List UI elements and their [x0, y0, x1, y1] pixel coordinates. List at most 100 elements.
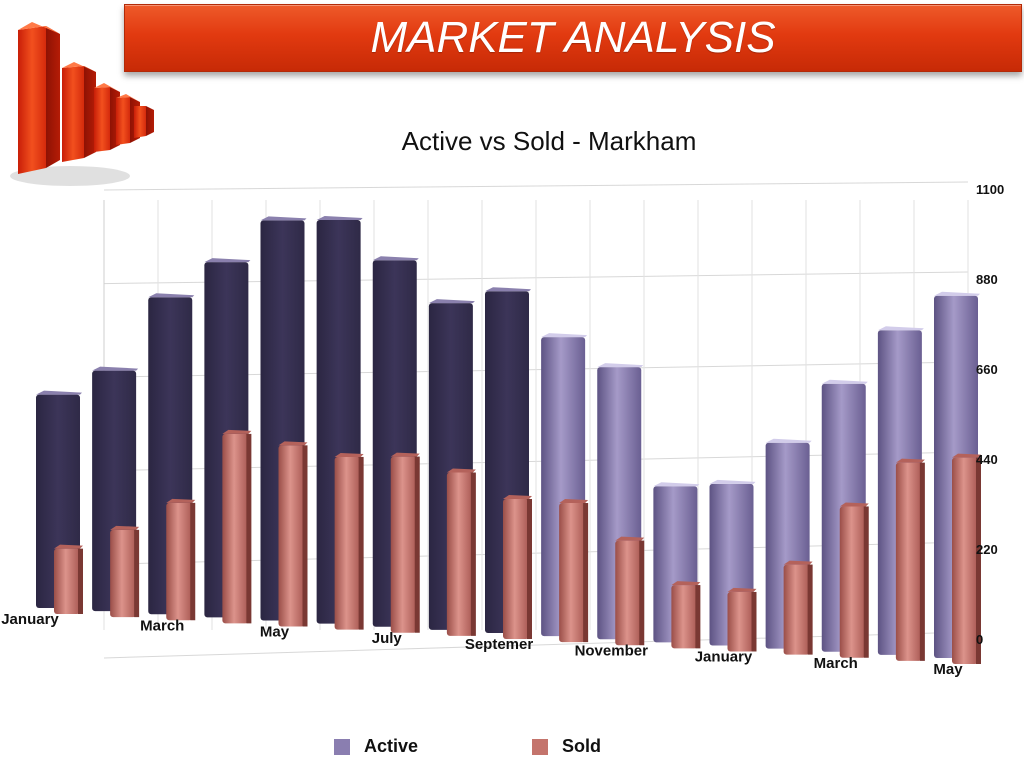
bar-sold-0 — [54, 544, 83, 614]
bar-active-top-14 — [821, 379, 868, 384]
bar-sold-side-4 — [302, 445, 308, 627]
bar-sold-side-6 — [414, 456, 420, 633]
bar-sold-10 — [615, 536, 645, 646]
x-tick-label-4: Septemer — [465, 636, 534, 653]
x-tick-label-2: May — [260, 624, 290, 641]
bar-sold-side-16 — [976, 457, 981, 664]
grid-line-5 — [103, 181, 969, 191]
legend-label-active: Active — [364, 736, 419, 756]
bar-sold-body-3 — [222, 433, 249, 624]
bar-sold-body-5 — [334, 456, 361, 630]
bar-active-top-15 — [877, 326, 924, 331]
bar-active-top-6 — [372, 256, 419, 261]
bar-sold-6 — [390, 452, 420, 633]
legend-item-active: Active — [334, 736, 418, 757]
bar-sold-side-0 — [78, 548, 83, 614]
y-tick-label-2: 440 — [976, 452, 998, 467]
banner-title: MARKET ANALYSIS — [370, 13, 776, 62]
bar-sold-body-7 — [446, 472, 473, 636]
x-tick-label-8: May — [933, 661, 963, 678]
bar-sold-top-16 — [952, 453, 981, 458]
bar-chart-logo-icon — [10, 22, 154, 186]
bar-sold-body-12 — [727, 591, 754, 652]
bar-active-top-2 — [148, 293, 195, 298]
bar-sold-top-7 — [446, 468, 476, 473]
legend-item-sold: Sold — [532, 736, 601, 757]
bar-sold-body-16 — [952, 457, 978, 664]
x-tick-label-7: March — [814, 655, 858, 672]
bar-sold-body-13 — [783, 564, 810, 655]
bar-active-top-3 — [204, 258, 251, 263]
x-tick-label-6: January — [695, 649, 753, 666]
chart-title: Active vs Sold - Markham — [401, 126, 697, 156]
y-tick-label-3: 660 — [976, 362, 998, 377]
y-tick-label-0: 0 — [976, 632, 983, 647]
bar-active-top-9 — [541, 333, 588, 338]
bar-sold-side-5 — [358, 456, 364, 630]
bar-sold-body-10 — [615, 540, 642, 646]
chart-bars — [36, 216, 981, 664]
bar-active-top-0 — [36, 390, 82, 395]
bar-active-top-4 — [260, 216, 307, 221]
bar-sold-top-3 — [222, 429, 252, 434]
bar-sold-body-8 — [503, 498, 529, 639]
bar-sold-12 — [727, 587, 757, 652]
bar-sold-side-11 — [695, 585, 701, 649]
bar-sold-side-14 — [863, 506, 869, 658]
bar-sold-top-0 — [54, 544, 83, 549]
bar-sold-5 — [334, 452, 364, 630]
bar-sold-top-6 — [390, 452, 420, 457]
bar-sold-body-4 — [278, 445, 305, 627]
bar-sold-2 — [166, 498, 196, 621]
x-tick-label-5: November — [575, 642, 649, 659]
bar-sold-side-8 — [527, 498, 532, 639]
bar-sold-side-7 — [470, 472, 476, 636]
bar-active-top-16 — [934, 291, 980, 296]
bar-sold-top-2 — [166, 498, 196, 503]
bar-sold-side-12 — [751, 591, 757, 652]
bar-sold-side-13 — [807, 564, 813, 655]
bar-sold-top-9 — [559, 499, 589, 504]
bar-sold-side-1 — [134, 529, 140, 618]
bar-sold-top-10 — [615, 536, 645, 541]
bar-active-top-10 — [597, 363, 644, 368]
bar-sold-top-1 — [110, 525, 140, 530]
x-tick-label-1: March — [140, 617, 184, 634]
bar-sold-top-14 — [839, 502, 869, 507]
bar-active-top-12 — [709, 479, 756, 484]
bar-sold-body-15 — [895, 462, 922, 661]
bar-sold-4 — [278, 441, 308, 627]
bar-active-top-13 — [765, 438, 812, 443]
legend-swatch-sold — [532, 738, 548, 755]
bar-sold-body-14 — [839, 506, 866, 658]
y-tick-label-4: 880 — [976, 272, 998, 287]
bar-sold-top-8 — [503, 494, 532, 499]
bar-sold-body-9 — [559, 503, 586, 643]
bar-active-top-8 — [485, 287, 531, 292]
bar-sold-body-0 — [54, 548, 80, 614]
bar-active-top-5 — [316, 216, 363, 221]
bar-sold-side-3 — [246, 433, 252, 624]
bar-sold-16 — [952, 453, 981, 664]
bar-sold-side-15 — [919, 462, 925, 661]
bar-sold-1 — [110, 525, 140, 618]
bar-sold-15 — [895, 458, 925, 661]
bar-sold-top-15 — [895, 458, 925, 463]
bar-sold-13 — [783, 560, 813, 655]
bar-sold-body-1 — [110, 529, 137, 618]
bar-sold-14 — [839, 502, 869, 658]
bar-sold-top-5 — [334, 452, 364, 457]
y-tick-label-5: 1100 — [976, 182, 1004, 197]
bar-sold-body-2 — [166, 502, 193, 621]
bar-active-top-11 — [653, 482, 700, 487]
bar-sold-11 — [671, 581, 701, 649]
bar-sold-side-2 — [190, 502, 196, 621]
bar-sold-body-6 — [390, 456, 417, 633]
bar-sold-top-4 — [278, 441, 308, 446]
x-tick-label-0: January — [1, 611, 59, 628]
bar-active-top-7 — [428, 299, 475, 304]
bar-sold-top-11 — [671, 581, 701, 586]
bar-sold-body-11 — [671, 585, 698, 649]
chart-legend: Active Sold — [0, 736, 1024, 762]
